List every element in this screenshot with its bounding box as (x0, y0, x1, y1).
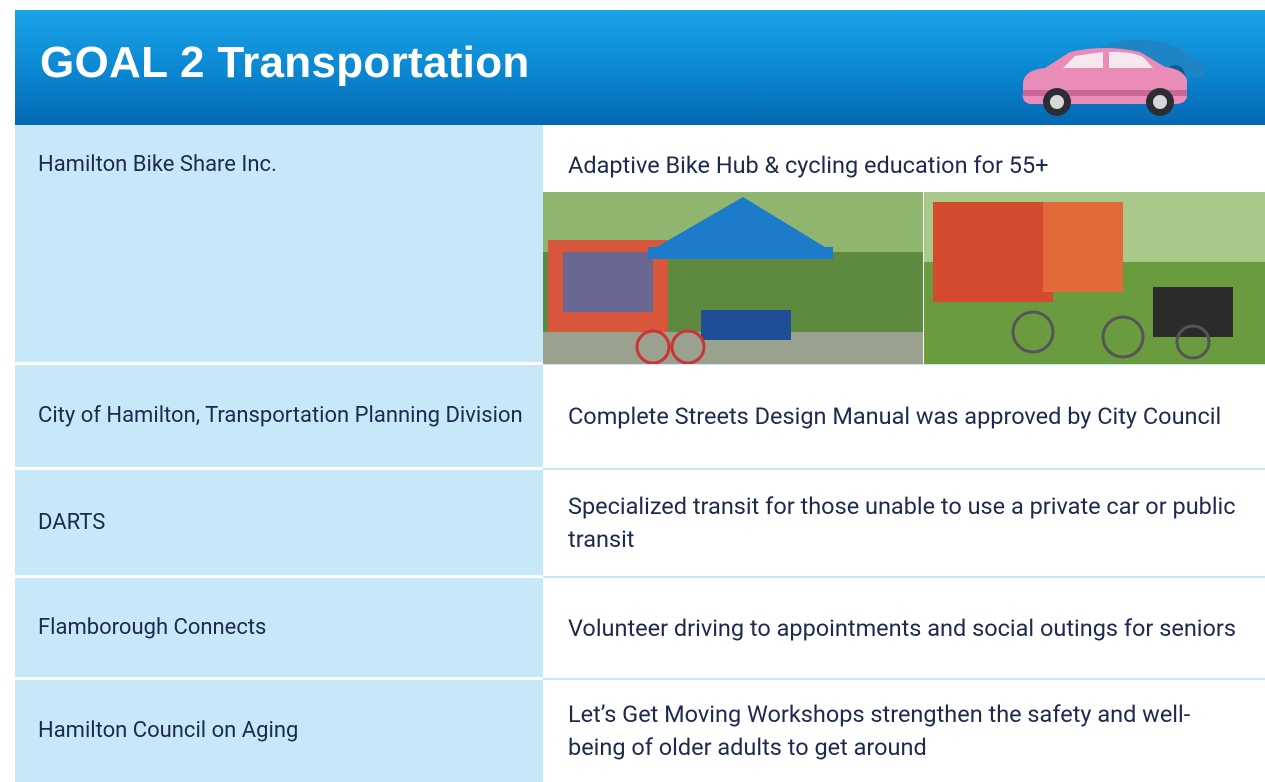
organization: City of Hamilton, Transportation Plannin… (15, 365, 543, 470)
row: DARTS Specialized transit for those unab… (15, 470, 1265, 578)
car-icons (1022, 39, 1206, 116)
row: Flamborough Connects Volunteer driving t… (15, 578, 1265, 680)
row: City of Hamilton, Transportation Plannin… (15, 365, 1265, 470)
organization: Hamilton Bike Share Inc. (15, 125, 543, 365)
organization: DARTS (15, 470, 543, 578)
description: Let’s Get Moving Workshops strengthen th… (568, 700, 1191, 761)
header: GOAL 2 Transportation (15, 10, 1265, 125)
row: Hamilton Council on Aging Let’s Get Movi… (15, 680, 1265, 782)
organization: Hamilton Council on Aging (15, 680, 543, 782)
description: Adaptive Bike Hub & cycling education fo… (543, 125, 1265, 365)
row: Hamilton Bike Share Inc. Adaptive Bike H… (15, 125, 1265, 365)
photos (543, 192, 1265, 364)
description: Complete Streets Design Manual was appro… (543, 365, 1265, 470)
title: GOAL 2 Transportation (40, 38, 530, 87)
description: Volunteer driving to appointments and so… (543, 578, 1265, 680)
organization: Flamborough Connects (15, 578, 543, 680)
description: Specialized transit for those unable to … (543, 470, 1265, 578)
